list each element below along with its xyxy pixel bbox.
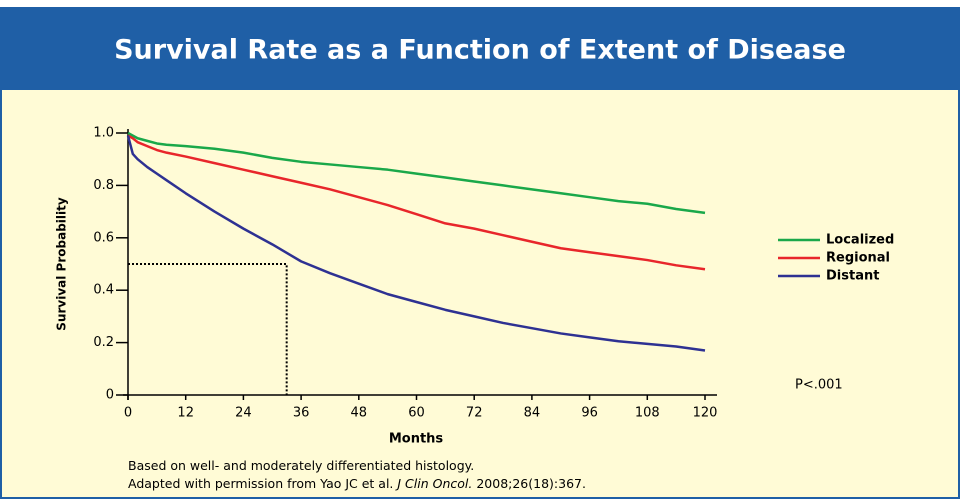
- reference-line: [128, 263, 288, 395]
- series-line: [127, 134, 706, 271]
- y-tick-label: 0: [106, 388, 114, 403]
- x-tick-label: 48: [351, 406, 368, 421]
- series-line: [127, 131, 706, 215]
- footnote-text: 2008;26(18):367.: [472, 476, 586, 491]
- y-tick-label: 1.0: [93, 126, 114, 141]
- footnote-journal: J Clin Oncol.: [397, 476, 473, 491]
- y-tick-label: 0.2: [93, 335, 114, 350]
- y-tick-label: 0.8: [93, 178, 114, 193]
- chart-title: Survival Rate as a Function of Extent of…: [114, 35, 846, 66]
- legend-label: Regional: [826, 251, 890, 266]
- x-tick-label: 24: [235, 406, 252, 421]
- x-tick-label: 72: [466, 406, 483, 421]
- x-tick-label: 36: [293, 406, 310, 421]
- y-tick-label: 0.6: [93, 230, 114, 245]
- footnote: Based on well- and moderately differenti…: [128, 458, 475, 473]
- y-tick-label: 0.4: [93, 283, 114, 298]
- footnote-text: Adapted with permission from Yao JC et a…: [128, 476, 398, 491]
- x-axis-label: Months: [389, 432, 444, 447]
- x-tick-label: 60: [408, 406, 425, 421]
- x-tick-label: 96: [581, 406, 598, 421]
- x-tick-label: 84: [524, 406, 541, 421]
- legend-label: Distant: [826, 269, 879, 284]
- header: [0, 8, 960, 90]
- legend-label: Localized: [826, 233, 894, 248]
- x-tick-label: 108: [635, 406, 660, 421]
- annotation: P<.001: [795, 378, 843, 393]
- series-line: [126, 135, 706, 352]
- y-axis-label: Survival Probability: [55, 197, 69, 331]
- x-tick-label: 0: [124, 406, 132, 421]
- x-tick-label: 120: [693, 406, 718, 421]
- footnote: Adapted with permission from Yao JC et a…: [128, 476, 586, 491]
- x-tick-label: 12: [177, 406, 194, 421]
